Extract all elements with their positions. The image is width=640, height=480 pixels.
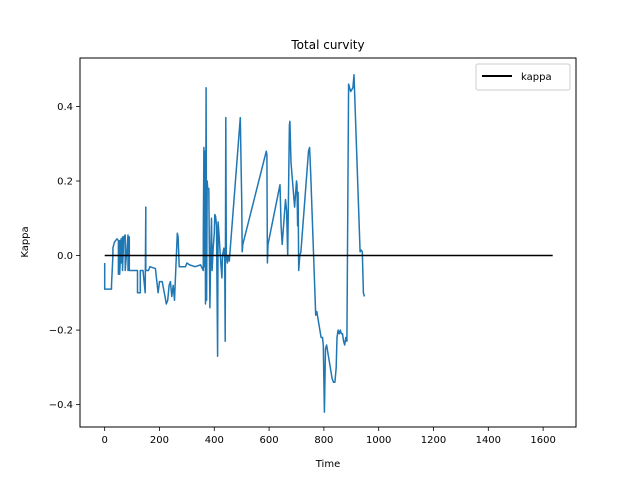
y-tick-label: 0.4 — [57, 102, 73, 113]
x-tick-label: 1200 — [421, 435, 446, 446]
x-tick-label: 600 — [260, 435, 279, 446]
x-tick-label: 400 — [205, 435, 224, 446]
series-line-1 — [103, 74, 366, 413]
y-axis-ticks: −0.4 −0.2 0.0 0.2 0.4 — [49, 102, 80, 411]
x-tick-label: 200 — [150, 435, 169, 446]
x-tick-label: 1400 — [476, 435, 501, 446]
x-axis-label: Time — [315, 459, 340, 470]
y-tick-label: 0.0 — [57, 251, 73, 262]
legend-box — [475, 63, 571, 91]
plot-area — [79, 57, 577, 428]
x-tick-label: 1600 — [530, 435, 555, 446]
y-tick-label: −0.4 — [49, 400, 73, 411]
x-tick-label: 1000 — [366, 435, 391, 446]
y-axis-label: Kappa — [20, 226, 31, 257]
x-axis-ticks: 0 200 400 600 800 1000 1200 1400 1600 — [101, 427, 556, 446]
x-tick-label: 800 — [314, 435, 333, 446]
y-tick-label: 0.2 — [57, 177, 73, 188]
legend-kappa-label: kappa — [521, 72, 552, 83]
series-layer — [103, 74, 553, 413]
axes-background — [80, 58, 576, 427]
chart-title: Total curvity — [290, 38, 364, 52]
axes-frame — [79, 57, 577, 428]
y-tick-label: −0.2 — [49, 326, 73, 337]
x-tick-label: 0 — [101, 435, 107, 446]
legend: kappa — [475, 63, 571, 91]
